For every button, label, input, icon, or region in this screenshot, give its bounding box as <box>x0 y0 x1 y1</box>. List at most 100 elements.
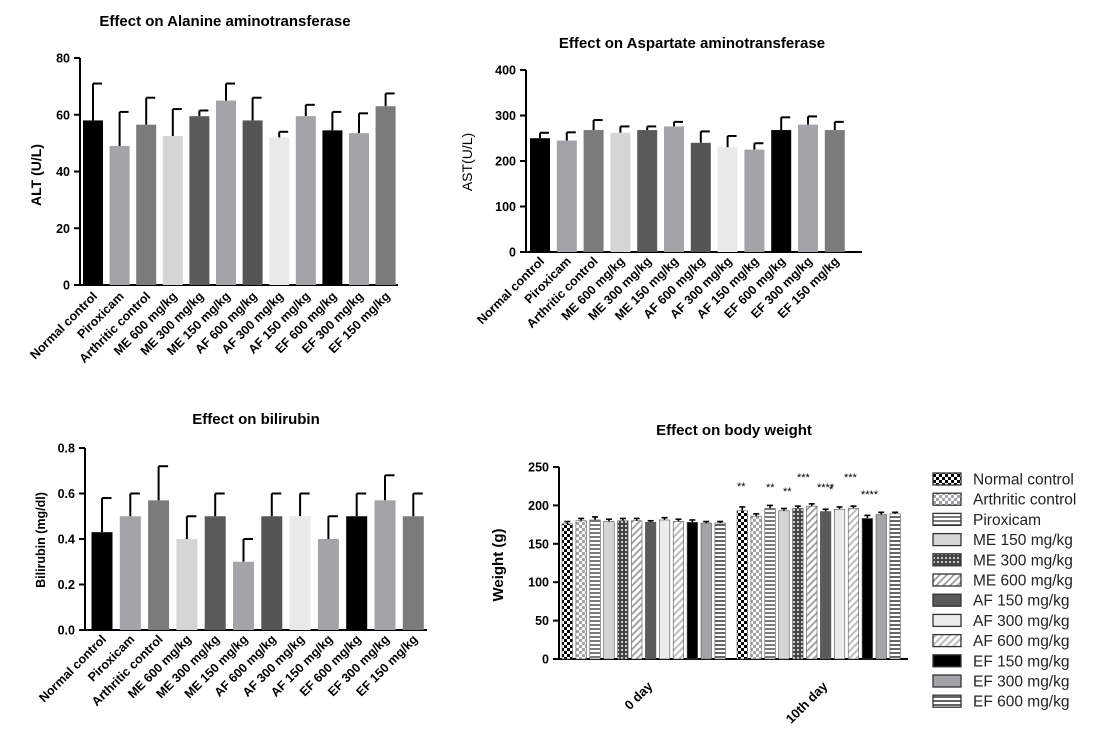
bw-bar-normal-control-0-day <box>561 523 573 660</box>
ast-y-tick-label: 400 <box>495 64 516 78</box>
bw-significance-mark: *** <box>844 472 858 484</box>
bw-bar-ef-150-mg-kg-0-day <box>686 521 698 660</box>
legend-label-af-150-mg-kg: AF 150 mg/kg <box>973 593 1070 610</box>
ast-bar-af-150-mg-kg <box>744 149 765 252</box>
bilirubin-chart: Effect on bilirubin Bilirubin (mg/dl) 0.… <box>34 411 427 709</box>
alt-bar-me-150-mg-kg <box>216 100 236 285</box>
bw-significance-mark: **** <box>817 482 835 494</box>
ast-bar-ef-150-mg-kg <box>824 130 845 252</box>
bw-bar-af-600-mg-kg-0-day <box>672 521 685 660</box>
body-weight-chart: Effect on body weight Weight (g) 0 50 100 1… <box>490 422 1076 726</box>
ast-chart-title: Effect on Aspartate aminotransferase <box>559 35 825 52</box>
alt-y-tick-label: 40 <box>56 165 70 179</box>
legend-label-arthritic-control: Arthritic control <box>973 492 1076 509</box>
body-weight-y-axis-label: Weight (g) <box>490 528 507 601</box>
ast-bar-me-300-mg-kg <box>637 130 658 252</box>
alt-bar-ef-150-mg-kg <box>375 106 396 285</box>
bw-y-tick-label: 0 <box>542 653 549 667</box>
legend-swatch-af-600-mg-kg <box>932 633 962 648</box>
alt-bar-af-600-mg-kg <box>242 120 263 285</box>
legend-swatch-arthritic-control <box>932 492 962 506</box>
bil-y-tick-label: 0.8 <box>58 442 75 456</box>
alt-y-tick-label: 0 <box>63 279 70 293</box>
bw-y-tick-label: 50 <box>535 614 549 628</box>
bil-y-tick-label: 0.6 <box>58 487 75 501</box>
bw-significance-mark: **** <box>861 489 879 501</box>
legend-swatch-af-150-mg-kg <box>932 593 962 607</box>
legend-label-piroxicam: Piroxicam <box>973 512 1041 529</box>
legend-label-ef-150-mg-kg: EF 150 mg/kg <box>973 653 1070 670</box>
bw-significance-mark: *** <box>797 472 811 484</box>
bw-bar-piroxicam-10th-day <box>764 508 776 660</box>
bw-x-tick-label: 0 day <box>621 678 656 713</box>
bil-bar-ef-300-mg-kg <box>374 500 396 630</box>
legend-label-me-600-mg-kg: ME 600 mg/kg <box>973 573 1073 590</box>
bil-bar-ef-150-mg-kg <box>402 516 424 630</box>
bw-bar-normal-control-10th-day <box>736 510 748 660</box>
bil-bar-normal-control <box>91 532 113 630</box>
bil-y-tick-label: 0.0 <box>58 624 75 638</box>
bw-bar-af-300-mg-kg-0-day <box>658 519 671 660</box>
alt-bar-piroxicam <box>109 145 130 285</box>
bw-bar-me-150-mg-kg-10th-day <box>778 510 790 660</box>
bw-bar-af-600-mg-kg-10th-day <box>847 508 860 660</box>
bw-x-tick-label: 10th day <box>783 678 831 726</box>
alt-bar-af-300-mg-kg <box>269 137 290 285</box>
alt-bar-me-300-mg-kg <box>189 116 210 285</box>
bw-bar-af-150-mg-kg-0-day <box>645 521 657 660</box>
bw-bar-arthritic-control-10th-day <box>750 515 762 660</box>
alt-y-axis-label: ALT (U/L) <box>28 144 44 206</box>
bw-bar-arthritic-control-0-day <box>575 520 587 660</box>
body-weight-chart-title: Effect on body weight <box>656 422 812 439</box>
alt-y-tick-label: 80 <box>56 52 70 66</box>
bw-bar-af-150-mg-kg-10th-day <box>820 511 832 660</box>
bw-bar-me-600-mg-kg-0-day <box>631 520 643 660</box>
ast-y-axis-label: AST(U/L) <box>459 133 475 191</box>
bil-bar-af-600-mg-kg <box>261 516 283 630</box>
ast-bar-af-300-mg-kg <box>717 147 738 252</box>
legend-swatch-me-150-mg-kg <box>932 532 962 547</box>
legend-label-ef-300-mg-kg: EF 300 mg/kg <box>973 674 1070 691</box>
legend-swatch-ef-150-mg-kg <box>932 654 962 668</box>
bw-bar-me-600-mg-kg-10th-day <box>806 505 818 660</box>
bw-bar-ef-300-mg-kg-0-day <box>700 522 712 660</box>
ast-bar-me-600-mg-kg <box>610 132 631 252</box>
body-weight-legend: Normal control Arthritic control Piroxicam… <box>932 472 1076 711</box>
bw-bar-af-300-mg-kg-10th-day <box>833 508 846 660</box>
bw-bar-ef-600-mg-kg-10th-day <box>889 513 901 660</box>
alt-y-tick-label: 60 <box>56 108 70 122</box>
legend-swatch-af-300-mg-kg <box>932 613 962 628</box>
bw-significance-mark: * <box>829 484 834 496</box>
bilirubin-y-axis-label: Bilirubin (mg/dl) <box>34 492 48 588</box>
ast-bar-arthritic-control <box>583 130 604 252</box>
bil-bar-me-600-mg-kg <box>176 539 198 630</box>
bil-bar-af-300-mg-kg <box>289 516 311 630</box>
bw-bar-ef-600-mg-kg-0-day <box>714 522 726 660</box>
ast-y-tick-label: 200 <box>495 155 516 169</box>
alt-bar-normal-control <box>83 120 103 285</box>
alt-bar-ef-600-mg-kg <box>322 130 343 285</box>
ast-y-tick-label: 0 <box>509 246 516 260</box>
ast-y-tick-label: 100 <box>495 200 516 214</box>
bw-bar-me-300-mg-kg-10th-day <box>792 508 804 660</box>
legend-swatch-ef-300-mg-kg <box>932 674 962 688</box>
legend-label-me-150-mg-kg: ME 150 mg/kg <box>973 532 1073 549</box>
alt-chart: Effect on Alanine aminotransferase ALT (… <box>27 13 398 366</box>
alt-chart-title: Effect on Alanine aminotransferase <box>99 13 350 30</box>
bil-bar-me-300-mg-kg <box>204 516 226 630</box>
alt-bar-ef-300-mg-kg <box>349 133 369 285</box>
bil-bar-me-150-mg-kg <box>233 561 254 630</box>
legend-swatch-normal-control <box>932 472 962 486</box>
ast-y-tick-label: 300 <box>495 109 516 123</box>
alt-y-tick-label: 20 <box>56 222 70 236</box>
bil-bar-piroxicam <box>119 516 141 630</box>
ast-bar-normal-control <box>530 138 550 252</box>
bw-bar-ef-150-mg-kg-10th-day <box>861 518 873 660</box>
alt-bar-me-600-mg-kg <box>162 136 183 285</box>
legend-swatch-piroxicam <box>932 512 962 527</box>
bw-y-tick-label: 150 <box>528 537 549 551</box>
bil-bar-ef-600-mg-kg <box>346 516 368 630</box>
